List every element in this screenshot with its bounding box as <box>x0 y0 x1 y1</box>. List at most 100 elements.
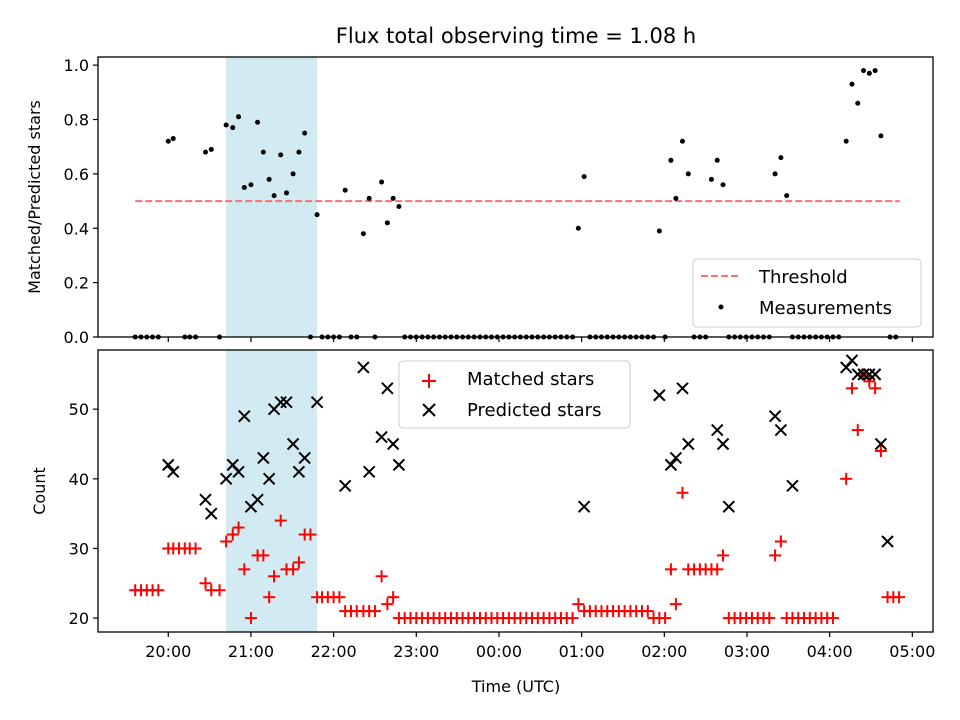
measurement-point <box>278 152 284 158</box>
x-tick-label: 03:00 <box>724 642 770 661</box>
bottom-legend-box <box>398 360 631 429</box>
predicted-stars-point <box>857 368 870 381</box>
predicted-stars-point <box>381 382 394 395</box>
matched-stars-point <box>572 598 585 611</box>
predicted-stars-point <box>392 458 406 472</box>
measurement-point <box>680 138 685 144</box>
y-tick-label: 20 <box>69 609 89 628</box>
measurement-point <box>685 171 691 177</box>
matched-stars-point <box>238 563 251 576</box>
matched-stars-point <box>774 535 787 548</box>
matched-stars-point <box>244 612 257 625</box>
measurement-point <box>208 146 214 152</box>
predicted-stars-point <box>280 396 293 409</box>
y-tick-label: 40 <box>69 470 89 489</box>
y-tick-label: 0.4 <box>64 219 89 238</box>
predicted-stars-point <box>682 437 695 451</box>
bottom-x-axis: 20:00 21:00 22:00 23:00 00:00 01:00 02:00 03:00… <box>145 632 935 661</box>
measurement-point <box>861 68 867 74</box>
measurement-point <box>396 204 402 210</box>
predicted-stars-point <box>262 472 276 486</box>
top-x-axis <box>167 337 913 342</box>
predicted-stars-point <box>881 535 894 548</box>
measurement-point <box>784 193 790 199</box>
matched-stars-point <box>863 375 876 388</box>
matched-stars-point <box>893 591 906 604</box>
y-tick-label: 50 <box>69 400 89 419</box>
matched-stars-point <box>387 591 400 604</box>
bottom-shaded-interval <box>226 350 318 632</box>
measurement-point <box>878 133 884 139</box>
matched-stars-point <box>717 549 730 562</box>
predicted-stars-point <box>874 437 888 451</box>
measurement-point <box>260 149 266 155</box>
matched-stars-point <box>220 535 233 548</box>
measurement-point <box>384 220 390 226</box>
measurement-point <box>165 138 171 144</box>
predicted-stars-point <box>298 451 311 465</box>
measurement-point <box>360 231 366 237</box>
y-tick-label: 0.6 <box>64 165 89 184</box>
predicted-stars-point <box>167 465 180 479</box>
predicted-stars-point <box>716 437 730 451</box>
measurement-point <box>778 155 784 161</box>
predicted-stars-point <box>768 409 782 423</box>
top-ylabel: Matched/Predicted stars <box>25 100 44 294</box>
predicted-stars-point <box>676 382 689 395</box>
matched-stars-point <box>676 486 689 499</box>
top-plot-area <box>132 68 900 340</box>
predicted-stars-point <box>310 396 324 409</box>
y-tick-label: 30 <box>69 539 89 558</box>
matched-stars-point <box>375 570 388 583</box>
bottom-panel: 20 30 40 50 20:00 21:00 22:00 23:00 00:00 01:00 0… <box>30 349 935 696</box>
x-tick-label: 02:00 <box>641 642 687 661</box>
matched-stars-point <box>257 549 270 562</box>
predicted-stars-point <box>669 451 683 465</box>
measurement-point <box>379 179 385 185</box>
measurement-point <box>843 138 849 144</box>
predicted-stars-point <box>251 493 264 506</box>
matched-stars-point <box>669 598 682 611</box>
matched-stars-point <box>268 570 281 583</box>
predicted-stars-point <box>863 368 876 381</box>
predicted-stars-point <box>845 354 859 367</box>
predicted-stars-point <box>219 472 233 486</box>
bottom-legend: Matched stars Predicted stars <box>398 360 631 429</box>
matched-stars-point <box>711 563 724 576</box>
measurement-point <box>872 68 878 74</box>
measurement-point <box>720 182 726 188</box>
matched-stars-point <box>287 563 300 576</box>
bottom-y-axis: 20 30 40 50 <box>69 400 98 628</box>
legend-measurements-label: Measurements <box>759 298 892 319</box>
y-tick-label: 0.2 <box>64 274 89 293</box>
matched-stars-point <box>226 528 239 541</box>
predicted-stars-point <box>653 389 666 402</box>
matched-stars-point <box>232 521 245 534</box>
x-tick-label: 23:00 <box>393 642 439 661</box>
x-tick-label: 01:00 <box>559 642 605 661</box>
measurement-point <box>296 149 302 155</box>
matched-stars-point <box>566 612 579 625</box>
matched-stars-point <box>664 563 677 576</box>
x-tick-label: 20:00 <box>145 642 191 661</box>
top-legend-box <box>692 258 922 328</box>
matched-stars-point <box>659 612 672 625</box>
top-legend: Threshold Measurements <box>692 258 922 328</box>
predicted-stars-point <box>386 437 400 451</box>
predicted-stars-point <box>286 437 300 451</box>
legend-matched-swatch <box>422 374 436 388</box>
measurement-point <box>248 182 254 188</box>
measurement-point <box>390 195 396 201</box>
matched-stars-point <box>874 444 887 457</box>
measurement-point <box>673 195 679 201</box>
predicted-stars-point <box>238 409 251 423</box>
measurement-point <box>271 193 277 199</box>
predicted-stars-point <box>577 500 591 513</box>
top-shaded-interval <box>226 57 318 337</box>
measurement-point <box>366 195 372 201</box>
bottom-axes-frame <box>97 349 934 633</box>
bottom-plot-area <box>129 354 906 625</box>
bottom-ylabel: Count <box>30 467 49 515</box>
predicted-stars-point <box>375 430 388 444</box>
